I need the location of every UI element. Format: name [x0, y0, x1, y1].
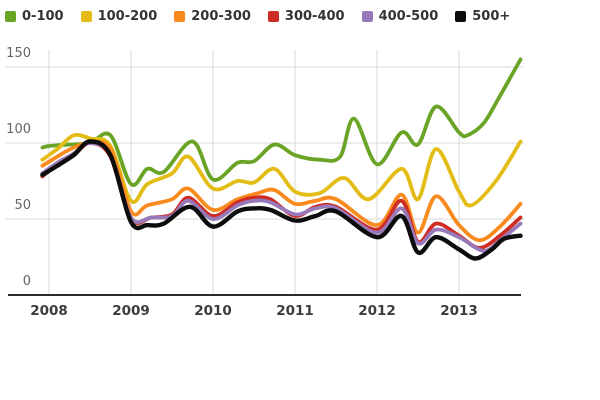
y-axis-label-100: 100: [6, 122, 31, 137]
series-line-200-300[interactable]: [40, 139, 523, 243]
legend-label: 0-100: [22, 9, 64, 24]
legend-swatch-100-200-icon: [80, 11, 92, 22]
legend-item-100-200[interactable]: 100-200: [80, 9, 158, 24]
legend-item-400-500[interactable]: 400-500: [361, 9, 439, 24]
legend-swatch-0-100-icon: [5, 11, 16, 22]
x-axis-label-2008: 2008: [30, 303, 68, 319]
x-axis-label-2010: 2010: [194, 303, 232, 319]
legend-label: 200-300: [191, 9, 251, 24]
legend-item-200-300[interactable]: 200-300: [174, 10, 251, 23]
legend-swatch-400-500-icon: [361, 11, 373, 22]
y-axis-label-50: 50: [14, 198, 31, 213]
legend-item-500-plus[interactable]: 500+: [455, 10, 510, 23]
legend-item-0-100[interactable]: 0-100: [5, 10, 64, 23]
x-axis-label-2012: 2012: [358, 303, 396, 319]
legend-label: 300-400: [284, 9, 345, 24]
series-line-500+[interactable]: [40, 139, 523, 261]
legend-swatch-200-300-icon: [174, 11, 186, 22]
x-axis-label-2011: 2011: [276, 303, 314, 319]
legend-label: 500+: [472, 9, 511, 24]
series-line-0-100[interactable]: [40, 57, 523, 187]
legend-swatch-500-plus-icon: [455, 11, 467, 22]
y-axis-label-0: 0: [22, 274, 31, 289]
x-axis-label-2009: 2009: [112, 303, 150, 319]
legend: 0-100 100-200 200-300 300-400 400-500 50…: [5, 10, 510, 23]
legend-label: 400-500: [378, 9, 439, 24]
y-axis-label-150: 150: [6, 46, 31, 61]
legend-item-300-400[interactable]: 300-400: [267, 9, 345, 24]
legend-label: 100-200: [97, 9, 158, 24]
x-axis-label-2013: 2013: [440, 303, 478, 319]
legend-swatch-300-400-icon: [267, 11, 279, 22]
